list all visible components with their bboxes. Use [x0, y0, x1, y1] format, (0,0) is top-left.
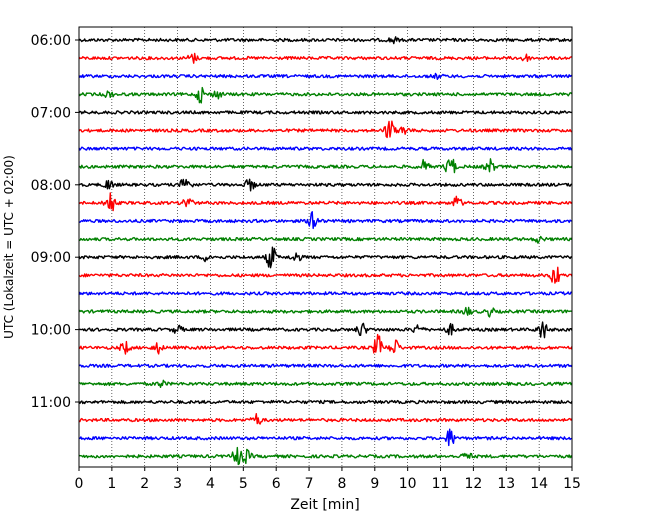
x-tick-label: 8: [337, 476, 346, 492]
y-tick-label: 06:00: [31, 33, 71, 49]
y-axis-label: UTC (Lokalzeit = UTC + 02:00): [2, 155, 16, 339]
trace-rows: [78, 36, 573, 466]
trace-row-1145: [78, 446, 573, 466]
trace-row-0900: [78, 246, 573, 269]
plot-frame: [78, 26, 573, 468]
y-tick-label: 07:00: [31, 105, 71, 121]
x-grid-lines: [111, 27, 540, 467]
x-tick-label: 12: [464, 476, 482, 492]
plot-area: [79, 27, 572, 467]
trace-row-1115: [78, 413, 573, 425]
trace-row-1000: [78, 321, 573, 339]
x-axis-label: Zeit [min]: [290, 497, 359, 513]
trace-row-0800: [78, 178, 573, 192]
y-tick-label: 09:00: [31, 250, 71, 266]
x-tick-label: 6: [272, 476, 281, 492]
x-tick-label: 0: [75, 476, 84, 492]
y-tick-label: 10:00: [31, 323, 71, 339]
x-tick-label: 15: [563, 476, 581, 492]
trace-row-0745: [78, 158, 573, 174]
x-tick-label: 13: [497, 476, 515, 492]
trace-row-0715: [78, 120, 573, 139]
x-tick-label: 5: [239, 476, 248, 492]
trace-row-0930: [78, 291, 573, 296]
x-tick-label: 7: [305, 476, 314, 492]
trace-row-1030: [78, 363, 573, 368]
y-axis-ticks: 06:00 07:00 08:00 09:00 10:00 11:00: [31, 33, 79, 411]
trace-row-0630: [78, 72, 573, 81]
trace-row-0600: [78, 36, 573, 45]
x-tick-label: 4: [206, 476, 215, 492]
y-tick-label: 11:00: [31, 395, 71, 411]
x-tick-label: 14: [530, 476, 548, 492]
trace-row-0845: [78, 235, 573, 244]
x-tick-label: 10: [399, 476, 417, 492]
x-tick-label: 3: [173, 476, 182, 492]
trace-row-0730: [78, 146, 573, 151]
x-tick-label: 11: [432, 476, 450, 492]
trace-row-0945: [78, 306, 573, 318]
x-tick-label: 2: [140, 476, 149, 492]
trace-row-0915: [78, 266, 573, 284]
trace-row-1015: [78, 333, 573, 355]
trace-row-0815: [78, 192, 573, 212]
y-tick-label: 08:00: [31, 178, 71, 194]
x-tick-label: 9: [370, 476, 379, 492]
x-axis-ticks: 0 1 2 3 4 5 6 7 8 9 10 11 12 13 14 15: [75, 467, 581, 492]
trace-row-1045: [78, 379, 573, 388]
trace-row-0830: [78, 211, 573, 230]
x-tick-label: 1: [107, 476, 116, 492]
trace-row-0700: [78, 110, 573, 115]
trace-row-0645: [78, 86, 573, 104]
trace-row-0615: [78, 52, 573, 64]
trace-row-1130: [78, 428, 573, 447]
trace-row-1100: [78, 399, 573, 405]
